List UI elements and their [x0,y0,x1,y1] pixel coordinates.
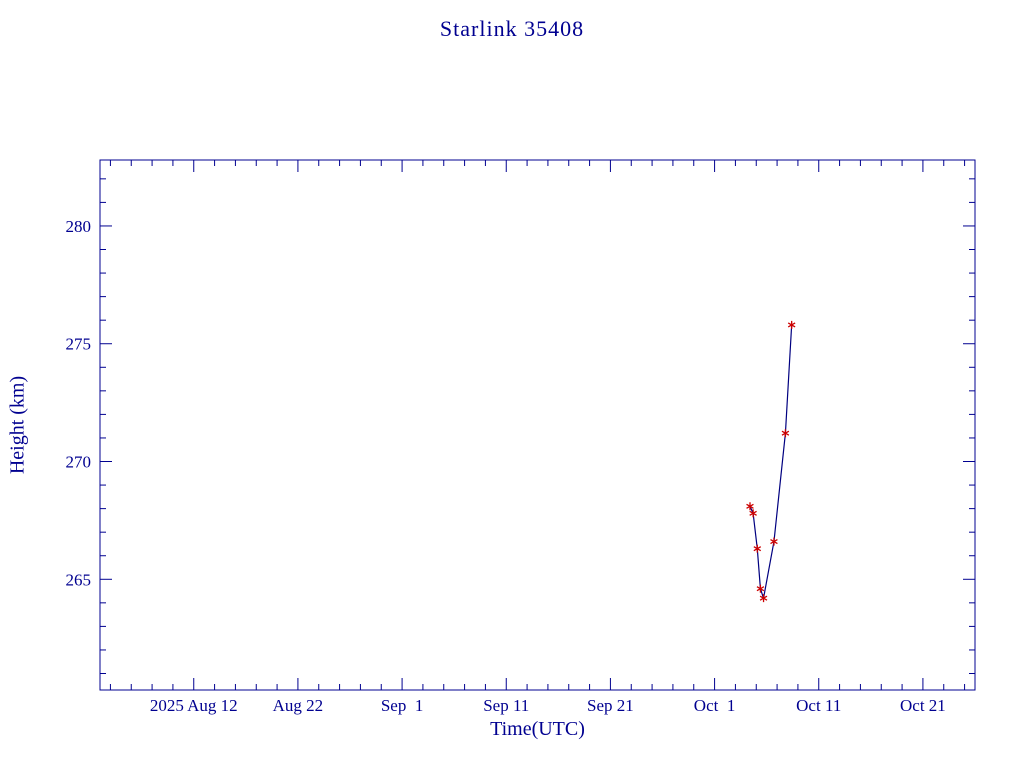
plot-frame [99,159,976,691]
data-point-marker [746,503,754,509]
y-tick-label: 265 [66,570,92,589]
y-tick-label: 275 [66,335,92,354]
x-axis-label: Time(UTC) [490,718,585,740]
data-point-marker [749,510,757,516]
x-tick-label: Oct 1 [694,696,736,715]
x-tick-label: Oct 21 [900,696,946,715]
x-tick-label: Sep 1 [381,696,424,715]
height-series-line [749,324,793,599]
y-axis-label: Height (km) [6,375,29,475]
data-point-marker [759,595,768,601]
x-tick-label: Oct 11 [796,696,841,715]
x-tick-label: Aug 22 [273,696,324,715]
x-tick-label: Sep 21 [587,696,634,715]
data-point-marker [753,546,762,552]
chart-title: Starlink 35408 [439,16,585,41]
y-tick-label: 270 [66,453,92,472]
x-tick-label: Sep 11 [483,696,529,715]
x-tick-label: 2025 Aug 12 [150,696,238,715]
y-tick-label: 280 [66,217,92,236]
data-point-marker [787,322,796,328]
data-point-marker [770,539,778,545]
data-point-marker [781,430,790,436]
data-point-marker [756,586,765,592]
